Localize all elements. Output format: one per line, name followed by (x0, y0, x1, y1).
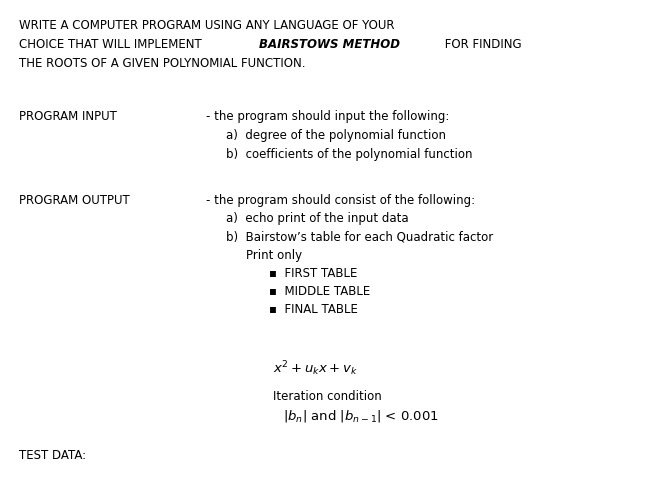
Text: PROGRAM OUTPUT: PROGRAM OUTPUT (19, 194, 130, 207)
Text: Print only: Print only (246, 249, 302, 262)
Text: - the program should consist of the following:: - the program should consist of the foll… (206, 194, 475, 207)
Text: ▪  FINAL TABLE: ▪ FINAL TABLE (269, 303, 358, 316)
Text: - the program should input the following:: - the program should input the following… (206, 110, 450, 123)
Text: a)  echo print of the input data: a) echo print of the input data (226, 212, 409, 225)
Text: Iteration condition: Iteration condition (273, 390, 382, 403)
Text: PROGRAM INPUT: PROGRAM INPUT (19, 110, 116, 123)
Text: $|b_n|$ and $|b_{n-1}|$ < 0.001: $|b_n|$ and $|b_{n-1}|$ < 0.001 (283, 408, 439, 424)
Text: b)  coefficients of the polynomial function: b) coefficients of the polynomial functi… (226, 148, 473, 160)
Text: b)  Bairstow’s table for each Quadratic factor: b) Bairstow’s table for each Quadratic f… (226, 230, 493, 243)
Text: CHOICE THAT WILL IMPLEMENT: CHOICE THAT WILL IMPLEMENT (19, 38, 205, 51)
Text: $x^2 + u_k x + v_k$: $x^2 + u_k x + v_k$ (273, 359, 358, 378)
Text: THE ROOTS OF A GIVEN POLYNOMIAL FUNCTION.: THE ROOTS OF A GIVEN POLYNOMIAL FUNCTION… (19, 57, 305, 70)
Text: a)  degree of the polynomial function: a) degree of the polynomial function (226, 129, 446, 142)
Text: TEST DATA:: TEST DATA: (19, 449, 86, 462)
Text: ▪  FIRST TABLE: ▪ FIRST TABLE (269, 267, 358, 280)
Text: WRITE A COMPUTER PROGRAM USING ANY LANGUAGE OF YOUR: WRITE A COMPUTER PROGRAM USING ANY LANGU… (19, 19, 394, 32)
Text: ▪  MIDDLE TABLE: ▪ MIDDLE TABLE (269, 285, 370, 298)
Text: BAIRSTOWS METHOD: BAIRSTOWS METHOD (259, 38, 400, 51)
Text: FOR FINDING: FOR FINDING (441, 38, 522, 51)
